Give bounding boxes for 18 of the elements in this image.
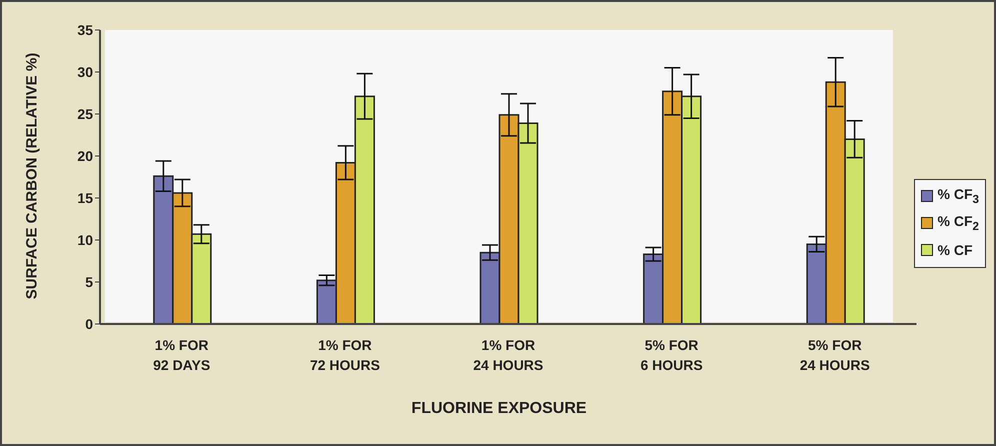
x-axis-title: FLUORINE EXPOSURE bbox=[410, 400, 588, 418]
legend-label: % CF bbox=[938, 242, 973, 258]
y-tick-label: 0 bbox=[85, 316, 94, 332]
y-tick-label: 35 bbox=[77, 22, 94, 38]
y-tick-label: 25 bbox=[77, 106, 94, 122]
y-tick-label: 15 bbox=[77, 190, 94, 206]
legend-label: % CF$_{3}$ bbox=[938, 186, 979, 206]
y-tick-label: 30 bbox=[77, 64, 94, 80]
x-tick-label: 1% FOR 24 HOURS bbox=[473, 337, 544, 373]
x-tick-label: 5% FOR 6 HOURS bbox=[640, 337, 703, 373]
y-tick-label: 10 bbox=[77, 232, 94, 248]
legend-label: % CF$_{2}$ bbox=[938, 213, 979, 233]
y-axis-title: SURFACE CARBON (RELATIVE %) bbox=[24, 52, 40, 300]
x-tick-label: 5% FOR 24 HOURS bbox=[800, 337, 870, 373]
x-tick-label: 1% FOR 72 HOURS bbox=[310, 337, 380, 373]
y-tick-label: 5 bbox=[85, 274, 94, 290]
y-tick-label: 20 bbox=[77, 148, 94, 164]
x-tick-label: 1% FOR 92 DAYS bbox=[153, 337, 210, 373]
